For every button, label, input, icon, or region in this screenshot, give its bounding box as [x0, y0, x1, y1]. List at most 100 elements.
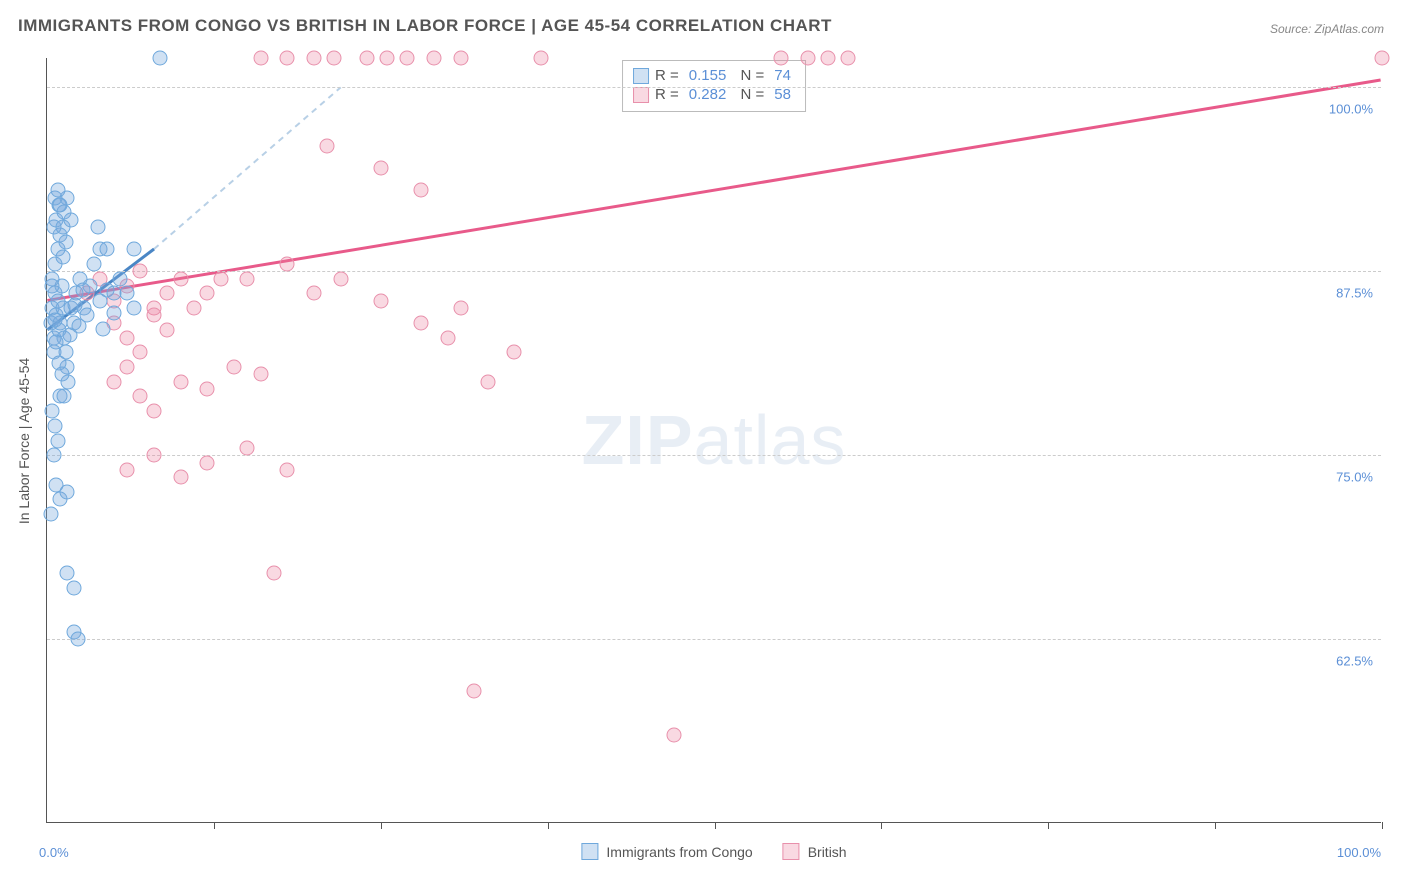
- scatter-point-b: [200, 382, 215, 397]
- scatter-point-b: [453, 301, 468, 316]
- legend-swatch: [633, 87, 649, 103]
- scatter-point-b: [160, 286, 175, 301]
- y-tick-label: 87.5%: [1336, 286, 1373, 301]
- r-label: R =: [655, 86, 679, 103]
- y-axis-label-container: In Labor Force | Age 45-54: [14, 58, 34, 823]
- scatter-point-b: [413, 315, 428, 330]
- scatter-point-b: [186, 301, 201, 316]
- scatter-point-b: [133, 264, 148, 279]
- scatter-point-a: [46, 448, 61, 463]
- n-label: N =: [736, 67, 764, 84]
- gridline-h: [47, 639, 1381, 640]
- bottom-legend-item: British: [783, 843, 847, 860]
- scatter-point-b: [173, 374, 188, 389]
- scatter-point-a: [53, 198, 68, 213]
- scatter-point-b: [480, 374, 495, 389]
- legend-label: British: [808, 844, 847, 860]
- scatter-point-a: [66, 580, 81, 595]
- scatter-point-a: [113, 271, 128, 286]
- scatter-point-b: [200, 286, 215, 301]
- scatter-point-b: [1375, 51, 1390, 66]
- scatter-point-a: [54, 367, 69, 382]
- scatter-point-a: [96, 321, 111, 336]
- scatter-point-b: [333, 271, 348, 286]
- plot-area: ZIPatlas R = 0.155 N = 74 R = 0.282 N = 58 0.…: [46, 58, 1381, 823]
- scatter-point-b: [160, 323, 175, 338]
- scatter-point-a: [58, 234, 73, 249]
- scatter-point-b: [440, 330, 455, 345]
- scatter-point-a: [56, 249, 71, 264]
- scatter-point-b: [427, 51, 442, 66]
- stats-row: R = 0.155 N = 74: [633, 67, 795, 84]
- scatter-point-b: [200, 455, 215, 470]
- scatter-point-b: [253, 51, 268, 66]
- y-tick-label: 100.0%: [1329, 102, 1373, 117]
- n-value: 74: [774, 67, 791, 84]
- legend-swatch: [633, 68, 649, 84]
- scatter-point-b: [133, 345, 148, 360]
- scatter-point-a: [90, 220, 105, 235]
- scatter-point-b: [280, 51, 295, 66]
- scatter-point-a: [86, 256, 101, 271]
- scatter-point-a: [44, 507, 59, 522]
- scatter-point-b: [120, 359, 135, 374]
- y-tick-label: 62.5%: [1336, 654, 1373, 669]
- x-tick: [1048, 822, 1049, 829]
- scatter-point-b: [120, 330, 135, 345]
- scatter-point-b: [320, 139, 335, 154]
- x-tick: [1382, 822, 1383, 829]
- scatter-point-b: [240, 271, 255, 286]
- scatter-point-b: [146, 308, 161, 323]
- scatter-point-a: [70, 632, 85, 647]
- scatter-point-b: [226, 359, 241, 374]
- scatter-point-b: [133, 389, 148, 404]
- watermark: ZIPatlas: [582, 400, 847, 480]
- scatter-point-a: [106, 305, 121, 320]
- x-tick: [548, 822, 549, 829]
- scatter-point-a: [68, 298, 83, 313]
- legend-swatch: [581, 843, 598, 860]
- scatter-point-a: [45, 404, 60, 419]
- scatter-point-a: [57, 389, 72, 404]
- scatter-point-b: [146, 448, 161, 463]
- chart-title: IMMIGRANTS FROM CONGO VS BRITISH IN LABO…: [18, 16, 832, 36]
- stats-legend-box: R = 0.155 N = 74 R = 0.282 N = 58: [622, 60, 806, 112]
- x-tick: [881, 822, 882, 829]
- scatter-point-a: [126, 301, 141, 316]
- scatter-point-b: [373, 293, 388, 308]
- scatter-point-a: [50, 183, 65, 198]
- scatter-point-b: [173, 271, 188, 286]
- scatter-point-b: [173, 470, 188, 485]
- scatter-point-a: [76, 283, 91, 298]
- scatter-point-b: [360, 51, 375, 66]
- scatter-point-b: [841, 51, 856, 66]
- gridline-h: [47, 455, 1381, 456]
- scatter-point-b: [453, 51, 468, 66]
- x-tick: [1215, 822, 1216, 829]
- x-min-label: 0.0%: [39, 845, 69, 860]
- r-label: R =: [655, 67, 679, 84]
- scatter-point-b: [327, 51, 342, 66]
- scatter-point-b: [253, 367, 268, 382]
- scatter-point-b: [533, 51, 548, 66]
- r-value: 0.155: [689, 67, 727, 84]
- watermark-rest: atlas: [694, 401, 847, 479]
- scatter-point-b: [373, 161, 388, 176]
- scatter-point-b: [280, 256, 295, 271]
- r-value: 0.282: [689, 86, 727, 103]
- scatter-point-a: [45, 279, 60, 294]
- scatter-point-b: [400, 51, 415, 66]
- scatter-point-b: [280, 462, 295, 477]
- n-value: 58: [774, 86, 791, 103]
- scatter-point-a: [72, 318, 87, 333]
- scatter-point-a: [120, 286, 135, 301]
- scatter-point-b: [213, 271, 228, 286]
- scatter-point-b: [774, 51, 789, 66]
- scatter-point-b: [240, 440, 255, 455]
- scatter-point-a: [48, 418, 63, 433]
- scatter-point-a: [60, 565, 75, 580]
- scatter-point-b: [800, 51, 815, 66]
- n-label: N =: [736, 86, 764, 103]
- scatter-point-a: [126, 242, 141, 257]
- scatter-point-b: [307, 51, 322, 66]
